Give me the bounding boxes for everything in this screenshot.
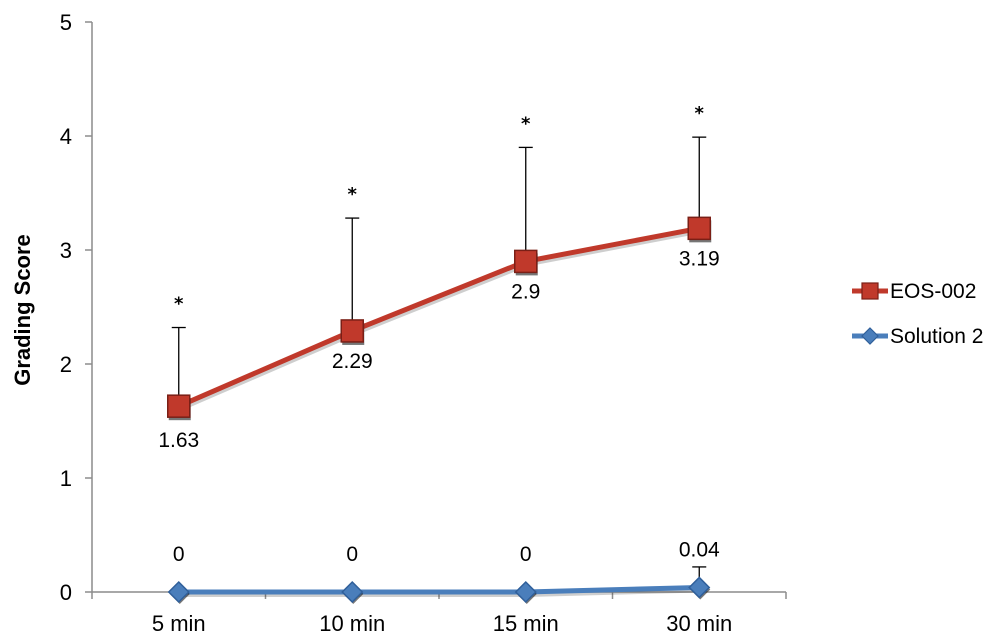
- axes: [91, 22, 786, 593]
- y-tick-label: 5: [60, 10, 72, 35]
- legend-label: EOS-002: [890, 280, 976, 303]
- significance-marker: *: [695, 103, 705, 124]
- series-0: * * * * 1.63 2.29 2.9 3.19: [158, 103, 719, 452]
- data-label: 1.63: [158, 429, 199, 452]
- legend: EOS-002 Solution 2: [852, 280, 983, 348]
- y-tick-label: 3: [60, 238, 72, 263]
- series-1: 0 0 0 0.04: [167, 538, 720, 604]
- significance-marker: *: [348, 184, 358, 205]
- data-label: 0: [520, 543, 532, 566]
- series-line-shadow: [179, 227, 702, 411]
- y-axis-title: Grading Score: [10, 234, 35, 386]
- data-label: 0: [346, 543, 358, 566]
- point-marker: [341, 580, 364, 604]
- point-marker: [167, 580, 190, 604]
- point-marker: [688, 576, 711, 599]
- legend-item-1: Solution 2: [852, 325, 983, 348]
- series-line: [178, 584, 700, 595]
- data-label: 0.04: [679, 538, 720, 561]
- y-ticks: 0 1 2 3 4 5: [60, 10, 92, 605]
- data-label: 3.19: [679, 247, 720, 270]
- series-layer: * * * * 1.63 2.29 2.9 3.19 0 0 0 0.04: [158, 103, 720, 604]
- y-tick-label: 2: [60, 352, 72, 377]
- x-tick-label: 30 min: [666, 611, 732, 636]
- legend-marker: [861, 327, 879, 345]
- point-marker: [687, 216, 711, 241]
- point-marker: [514, 580, 537, 604]
- point-marker: [340, 319, 364, 343]
- x-ticks: 5 min 10 min 15 min 30 min: [91, 592, 787, 636]
- legend-item-0: EOS-002: [852, 280, 976, 303]
- significance-marker: *: [174, 294, 184, 315]
- y-tick-label: 1: [60, 466, 72, 491]
- point-marker: [167, 394, 191, 418]
- x-tick-label: 10 min: [319, 611, 385, 636]
- series-line: [177, 225, 700, 409]
- legend-label: Solution 2: [890, 325, 983, 348]
- significance-marker: *: [521, 113, 531, 134]
- x-tick-label: 5 min: [152, 611, 206, 636]
- point-marker: [514, 249, 538, 274]
- x-tick-label: 15 min: [493, 611, 559, 636]
- data-label: 2.29: [332, 350, 373, 373]
- data-label: 0: [173, 543, 185, 566]
- legend-marker: [861, 282, 879, 300]
- y-tick-label: 4: [60, 124, 72, 149]
- data-label: 2.9: [511, 280, 540, 303]
- y-tick-label: 0: [60, 580, 72, 605]
